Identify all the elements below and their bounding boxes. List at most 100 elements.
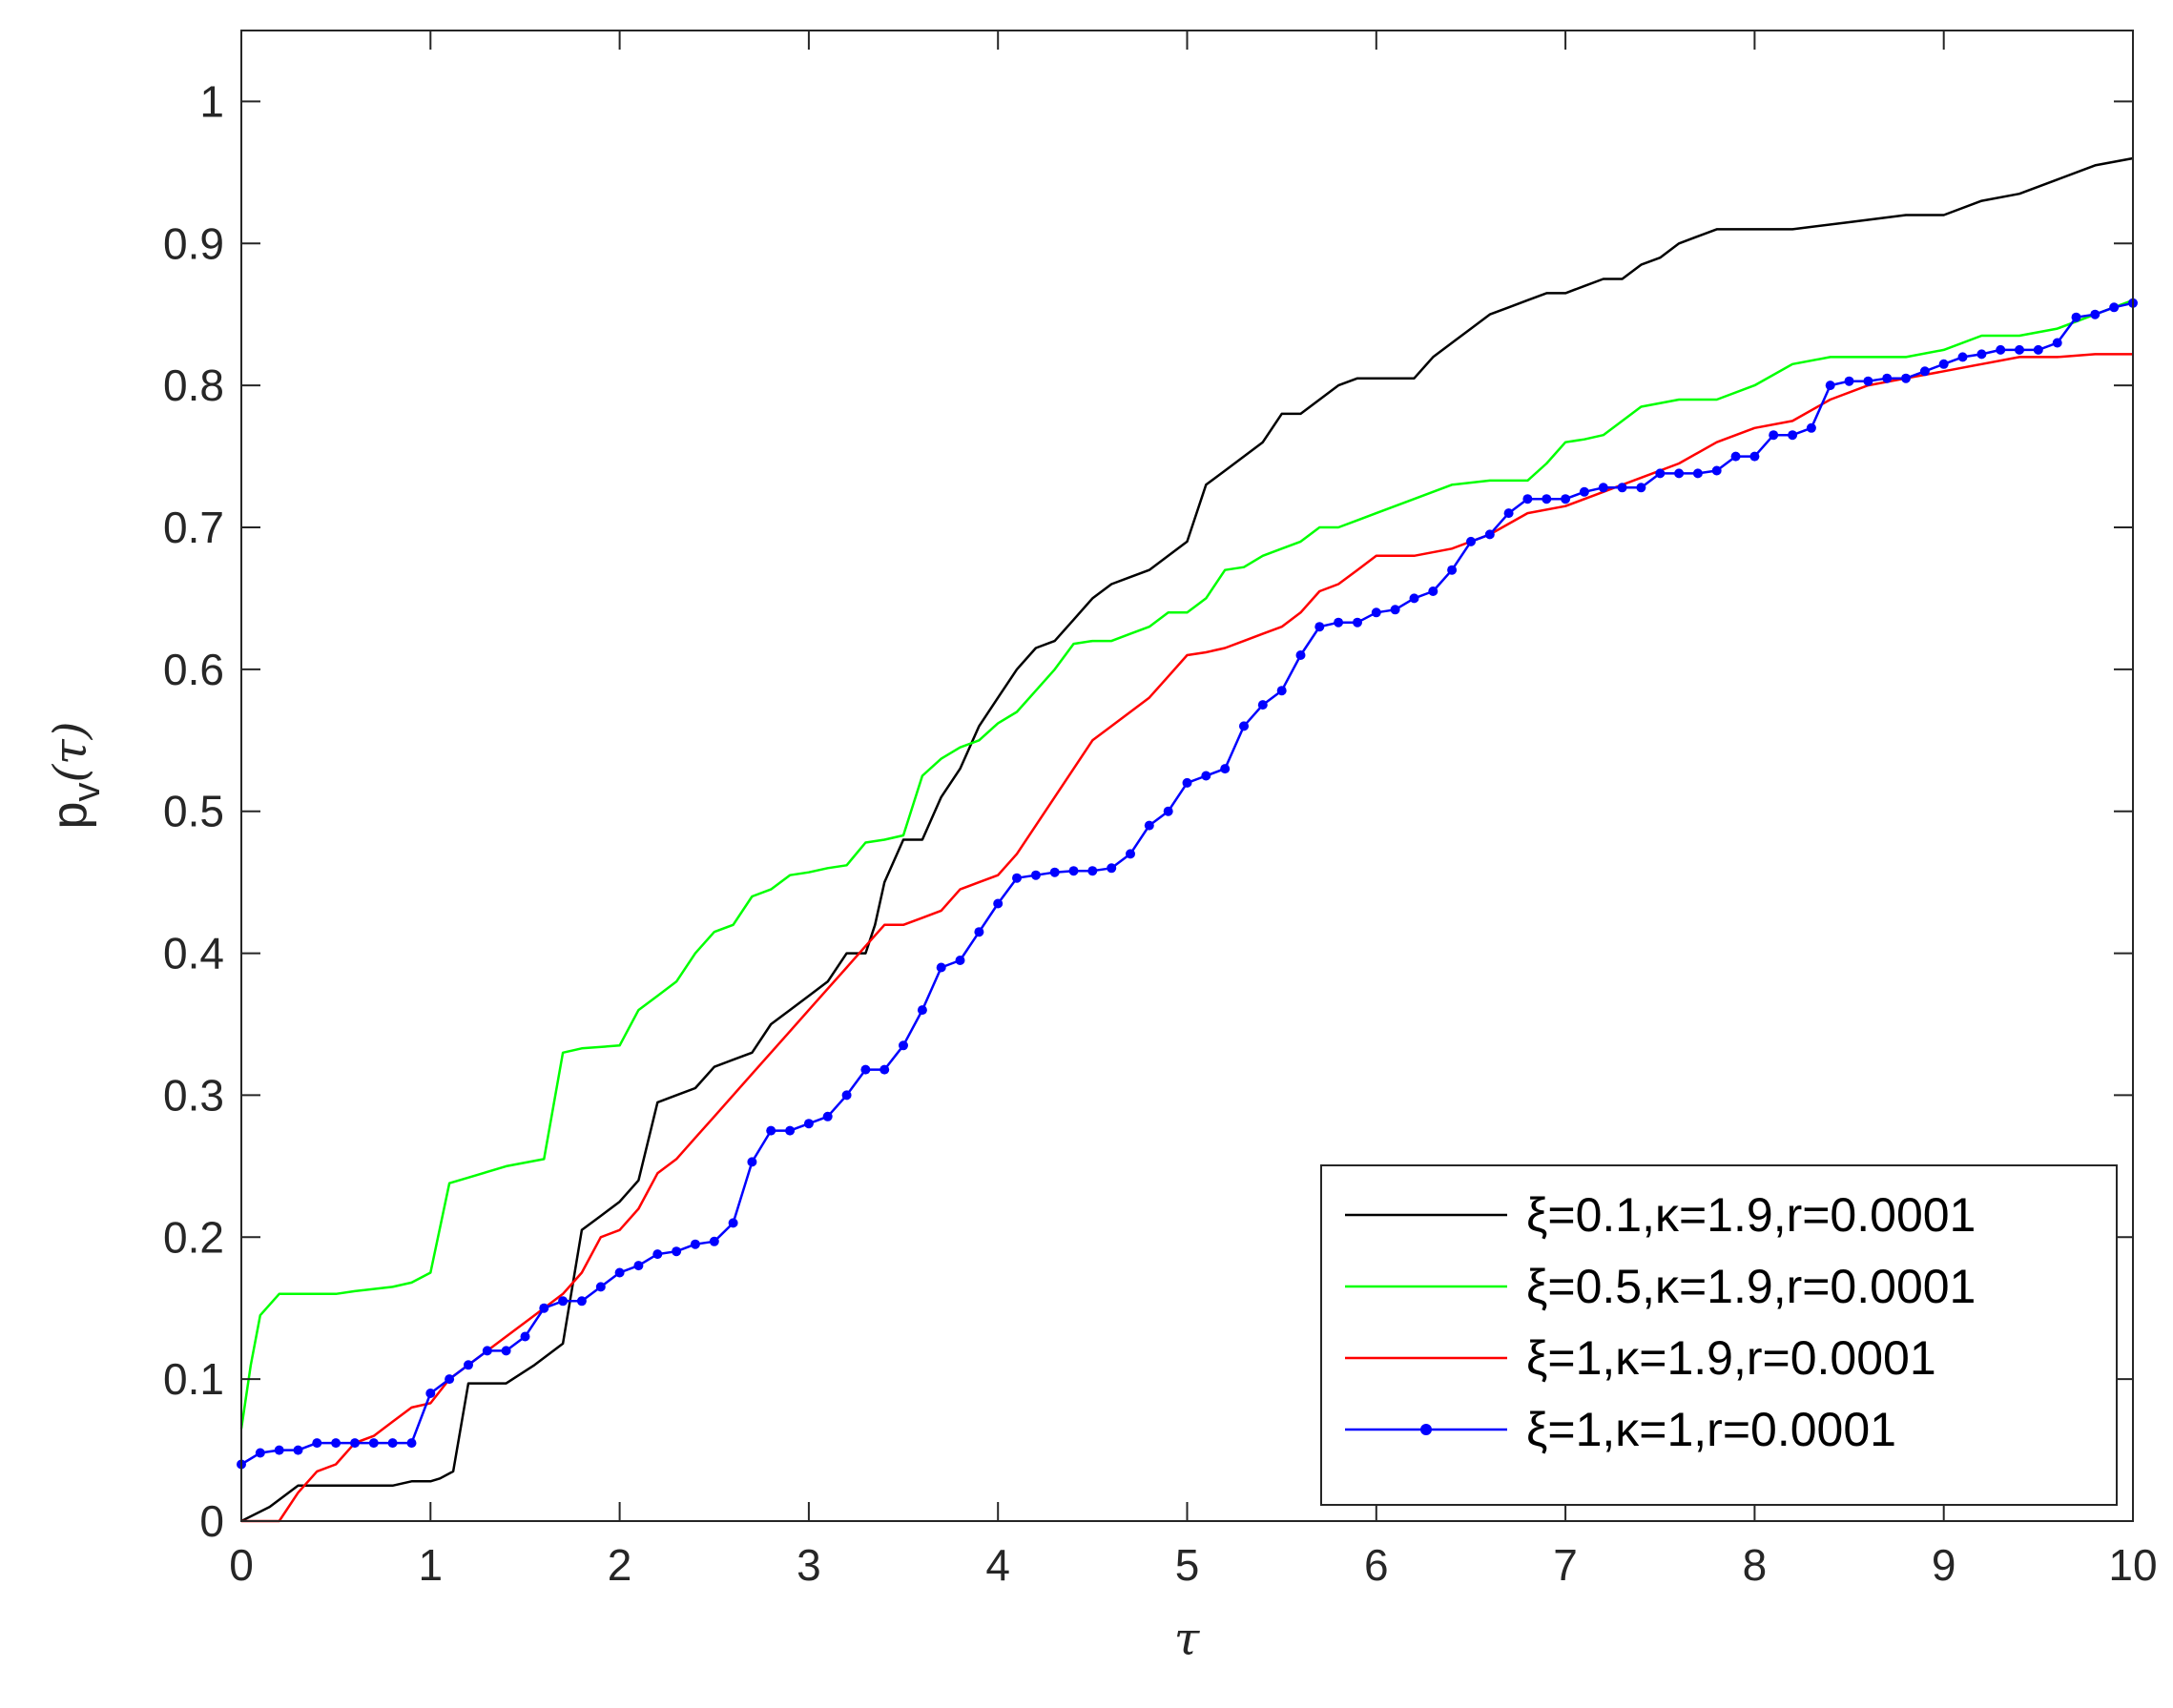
data-point bbox=[1030, 870, 1041, 880]
legend-label-2: ξ=0.5,κ=1.9,r=0.0001 bbox=[1526, 1260, 1976, 1313]
data-point bbox=[520, 1331, 530, 1342]
legend-entries: ξ=0.1,κ=1.9,r=0.0001 ξ=0.5,κ=1.9,r=0.0001… bbox=[1345, 1188, 1976, 1456]
data-point bbox=[501, 1346, 511, 1356]
legend: ξ=0.1,κ=1.9,r=0.0001 ξ=0.5,κ=1.9,r=0.0001… bbox=[1320, 1164, 2118, 1506]
data-point bbox=[312, 1438, 322, 1449]
y-tick-label: 0.3 bbox=[163, 1070, 224, 1120]
legend-label-1: ξ=0.1,κ=1.9,r=0.0001 bbox=[1526, 1188, 1976, 1242]
data-point bbox=[1371, 607, 1381, 618]
data-point bbox=[1447, 565, 1458, 575]
data-point bbox=[1561, 494, 1571, 504]
data-point bbox=[387, 1438, 398, 1449]
y-tick-label: 0.5 bbox=[163, 787, 224, 836]
data-point bbox=[558, 1296, 569, 1307]
data-point bbox=[539, 1303, 549, 1313]
data-point bbox=[1239, 721, 1249, 731]
data-point bbox=[595, 1282, 606, 1292]
data-point bbox=[368, 1438, 379, 1449]
x-tick-label: 2 bbox=[608, 1540, 632, 1590]
data-point bbox=[822, 1111, 833, 1122]
data-point bbox=[2071, 312, 2081, 322]
legend-box bbox=[1320, 1164, 2118, 1506]
y-axis-label-subscript: v bbox=[66, 783, 108, 802]
data-point bbox=[1466, 536, 1476, 546]
x-tick-label: 3 bbox=[797, 1540, 821, 1590]
data-point bbox=[1220, 764, 1231, 774]
data-point bbox=[785, 1125, 796, 1136]
y-axis-label: pv(τ) bbox=[42, 722, 108, 830]
data-point bbox=[1655, 468, 1666, 479]
data-point bbox=[747, 1157, 757, 1167]
data-point bbox=[633, 1261, 644, 1271]
data-point bbox=[1428, 586, 1438, 596]
series-layer bbox=[237, 156, 2138, 1523]
data-point bbox=[860, 1064, 871, 1075]
x-tick-label: 4 bbox=[985, 1540, 1010, 1590]
data-point bbox=[709, 1236, 719, 1246]
data-point bbox=[1730, 451, 1741, 462]
data-point bbox=[917, 1005, 927, 1016]
data-point bbox=[1314, 622, 1325, 632]
data-point bbox=[652, 1249, 663, 1260]
data-point bbox=[1938, 359, 1949, 369]
x-tick-label: 5 bbox=[1175, 1540, 1200, 1590]
data-point bbox=[841, 1090, 852, 1101]
data-point bbox=[614, 1267, 625, 1278]
data-point bbox=[955, 956, 965, 965]
data-point bbox=[2033, 344, 2043, 355]
legend-marker bbox=[1420, 1424, 1432, 1435]
data-point bbox=[1901, 373, 1911, 383]
data-point bbox=[766, 1125, 776, 1136]
data-point bbox=[445, 1374, 455, 1385]
y-tick-label: 0.6 bbox=[163, 645, 224, 694]
data-point bbox=[1542, 494, 1552, 504]
data-point bbox=[1257, 700, 1268, 710]
series-line-3 bbox=[241, 353, 2133, 1523]
data-point bbox=[1769, 430, 1779, 441]
data-point bbox=[690, 1239, 700, 1249]
data-point bbox=[1598, 483, 1608, 493]
data-point bbox=[1976, 349, 1987, 360]
data-point bbox=[1711, 465, 1722, 476]
x-tick-label: 0 bbox=[229, 1540, 254, 1590]
data-point bbox=[1182, 777, 1192, 788]
data-point bbox=[2090, 309, 2101, 319]
data-point bbox=[1144, 820, 1154, 831]
data-point bbox=[672, 1246, 682, 1257]
data-point bbox=[1957, 352, 1968, 362]
y-tick-label: 0.2 bbox=[163, 1212, 224, 1262]
x-axis-label: τ bbox=[1174, 1613, 1201, 1666]
data-point bbox=[1674, 468, 1685, 479]
data-point bbox=[1353, 617, 1362, 628]
x-tick-label: 8 bbox=[1743, 1540, 1768, 1590]
data-point bbox=[1636, 483, 1646, 493]
data-point bbox=[974, 927, 984, 937]
x-tick-label: 10 bbox=[2108, 1540, 2157, 1590]
data-point bbox=[1996, 344, 2006, 355]
y-tick-label: 0.4 bbox=[163, 929, 224, 978]
data-point bbox=[464, 1360, 473, 1370]
data-point bbox=[1126, 849, 1135, 859]
data-point bbox=[1863, 376, 1873, 386]
y-axis-label-argument: (τ) bbox=[44, 722, 97, 783]
data-point bbox=[1579, 486, 1589, 497]
data-point bbox=[899, 1040, 908, 1051]
data-point bbox=[576, 1296, 587, 1307]
data-point bbox=[1806, 422, 1816, 433]
data-point bbox=[1484, 529, 1495, 540]
data-point bbox=[1201, 771, 1211, 781]
data-point bbox=[2015, 344, 2024, 355]
data-point bbox=[1012, 873, 1022, 883]
data-point bbox=[482, 1346, 492, 1356]
data-point bbox=[1107, 863, 1117, 874]
data-point bbox=[1617, 483, 1627, 493]
data-point bbox=[1522, 494, 1533, 504]
data-point bbox=[350, 1438, 360, 1449]
y-tick-label: 0.8 bbox=[163, 360, 224, 410]
series-line-1 bbox=[240, 156, 2134, 1523]
data-point bbox=[1276, 686, 1287, 696]
series-line-2 bbox=[239, 298, 2134, 1430]
x-tick-label: 9 bbox=[1932, 1540, 1956, 1590]
data-point bbox=[1087, 866, 1098, 876]
